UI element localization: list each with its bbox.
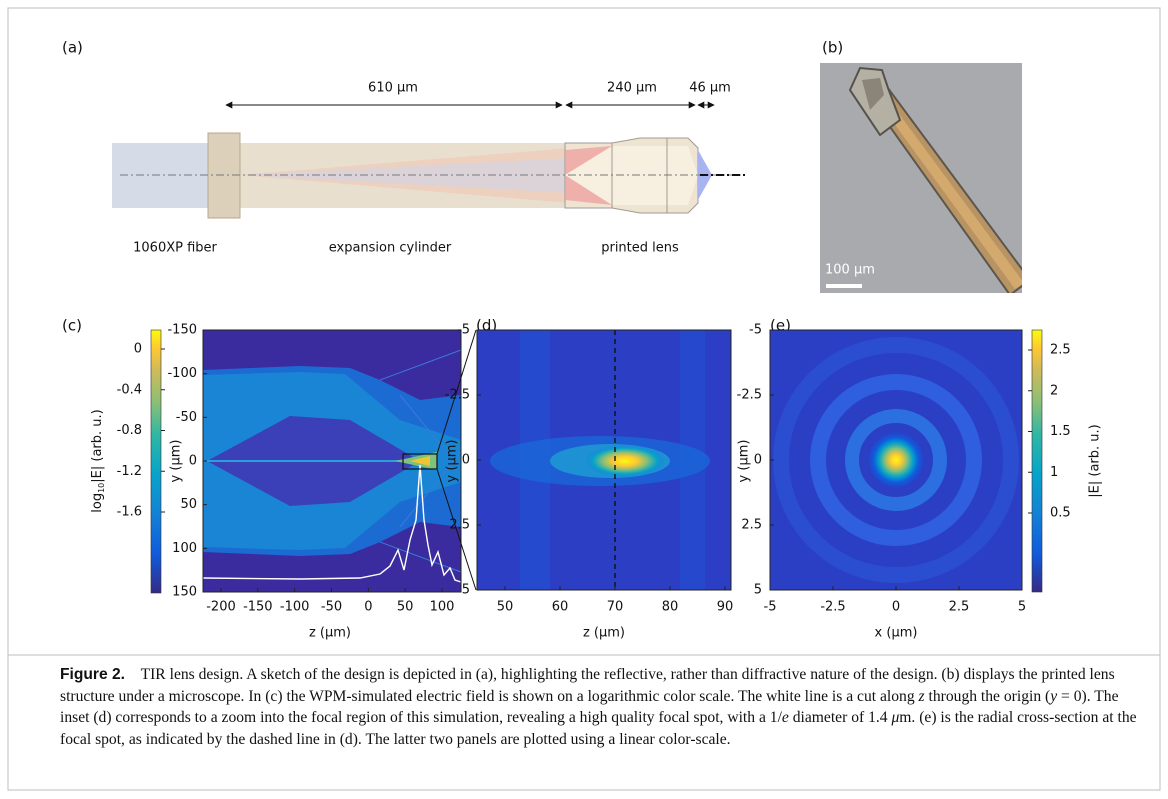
panel-label: (b): [822, 39, 843, 57]
lens-sketch: [112, 133, 745, 218]
colorbar: [1032, 330, 1042, 592]
colorbar-label: log10|E| (arb. u.): [90, 409, 106, 512]
tick-label: 70: [607, 600, 624, 615]
caption-text: diameter of 1.4: [789, 709, 892, 726]
tick-label: -2.5: [445, 388, 470, 403]
tick-label: 0: [189, 454, 197, 469]
tick-label: 1: [1050, 465, 1058, 480]
tick-label: -0.8: [117, 423, 142, 438]
caption-text: through the origin (: [925, 688, 1051, 705]
page: {"panels": { "a": {"label": "(a)", "dime…: [0, 0, 1168, 799]
tick-label: -150: [167, 323, 197, 338]
dimension-label: 46 μm: [689, 81, 731, 96]
tick-label: 5: [462, 583, 470, 598]
tick-label: 1.5: [1050, 424, 1071, 439]
tick-label: -0.4: [117, 382, 142, 397]
part-label: 1060XP fiber: [133, 241, 217, 256]
tick-label: 50: [180, 497, 197, 512]
tick-label: -100: [280, 600, 310, 615]
tick-label: 5: [754, 583, 762, 598]
x-axis-label: x (μm): [875, 626, 918, 641]
tick-label: 2.5: [741, 518, 762, 533]
x-axis-label: z (μm): [309, 626, 351, 641]
heatmap: [203, 330, 461, 592]
tick-label: -100: [167, 366, 197, 381]
caption-math: e: [782, 709, 789, 726]
tick-label: 0.5: [1050, 506, 1071, 521]
panel-label: (c): [62, 317, 82, 335]
colorbar-label: |E| (arb. u.): [1088, 424, 1103, 497]
tick-label: 0: [364, 600, 372, 615]
caption: Figure 2. TIR lens design. A sketch of t…: [60, 664, 1140, 750]
tick-label: 60: [552, 600, 569, 615]
tick-label: -50: [321, 600, 342, 615]
tick-label: 0: [754, 453, 762, 468]
scale-bar-label: 100 μm: [825, 263, 875, 278]
tick-label: 2.5: [949, 600, 970, 615]
tick-label: 80: [662, 600, 679, 615]
dimension-label: 240 μm: [607, 81, 657, 96]
tick-label: -50: [176, 410, 197, 425]
tick-label: -5: [764, 600, 777, 615]
tick-label: -1.2: [117, 464, 142, 479]
tick-label: 90: [717, 600, 734, 615]
caption-label: Figure 2.: [60, 666, 125, 683]
part-label: expansion cylinder: [329, 241, 452, 256]
heatmap: [770, 330, 1022, 590]
tick-label: 0: [134, 342, 142, 357]
tick-label: 150: [172, 585, 197, 600]
part-label: printed lens: [601, 241, 679, 256]
tick-label: -150: [243, 600, 273, 615]
tick-label: 5: [1018, 600, 1026, 615]
dimension-label: 610 μm: [368, 81, 418, 96]
tick-label: 0: [462, 453, 470, 468]
heatmap: [477, 330, 731, 590]
tick-label: 0: [892, 600, 900, 615]
y-axis-label: y (μm): [445, 440, 460, 483]
microscope-image: [820, 63, 1030, 295]
tick-label: -1.6: [117, 505, 142, 520]
tick-label: 100: [430, 600, 455, 615]
tick-label: -200: [206, 600, 236, 615]
tick-label: 50: [497, 600, 514, 615]
colorbar: [151, 330, 161, 593]
x-axis-label: z (μm): [583, 626, 625, 641]
tick-label: 100: [172, 541, 197, 556]
tick-label: -2.5: [737, 388, 762, 403]
tick-label: 2.5: [1050, 343, 1071, 358]
tick-label: 2: [1050, 383, 1058, 398]
tick-label: 50: [397, 600, 414, 615]
y-axis-label: y (μm): [737, 440, 752, 483]
tick-label: 2.5: [449, 518, 470, 533]
panel-label: (a): [62, 39, 83, 57]
y-axis-label: y (μm): [169, 440, 184, 483]
tick-label: -5: [457, 323, 470, 338]
tick-label: -5: [749, 323, 762, 338]
tick-label: -2.5: [820, 600, 845, 615]
